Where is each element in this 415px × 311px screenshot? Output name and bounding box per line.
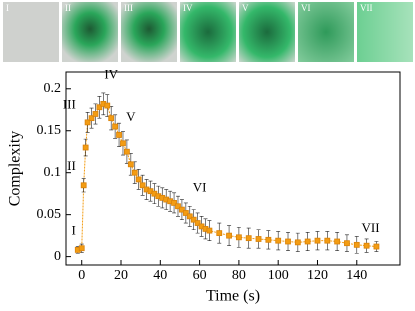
annotation: I [71, 222, 75, 237]
data-point [171, 200, 177, 206]
data-point [194, 220, 201, 226]
data-point [373, 243, 380, 250]
data-point [112, 123, 119, 130]
data-point [363, 242, 370, 249]
data-point [139, 182, 146, 189]
annotation: VI [193, 180, 207, 195]
annotation: II [67, 158, 76, 173]
photo-label: V [242, 3, 249, 13]
photo [62, 2, 118, 62]
photo [239, 2, 295, 62]
data-point [82, 144, 89, 151]
y-tick-label: 0.2 [44, 81, 62, 96]
annotation: IV [104, 66, 118, 81]
data-point [294, 239, 301, 246]
photo-label: III [124, 3, 133, 13]
annotation: VII [362, 220, 380, 235]
data-point [182, 210, 189, 216]
data-point [226, 232, 232, 239]
data-point [324, 237, 331, 244]
chart: 0 20 40 60 80 100 120 140 0 0.05 0.1 0.15 0.2 Time (s… [7, 66, 401, 305]
annotation: III [63, 97, 76, 112]
data-point [78, 245, 85, 252]
photo-label: VII [360, 3, 373, 13]
data-point [124, 148, 130, 155]
photo [3, 2, 59, 62]
data-point [216, 230, 223, 237]
x-tick-label: 120 [307, 268, 328, 283]
x-tick-label: 100 [268, 268, 289, 283]
x-tick-label: 20 [114, 268, 128, 283]
photo-label: IV [183, 3, 193, 13]
data-point [353, 241, 360, 248]
y-tick-label: 0.15 [37, 123, 62, 138]
photo-strip: I II III IV V VI VII [3, 2, 413, 62]
photo [298, 2, 354, 62]
photo-label: VI [301, 3, 311, 13]
data-point [80, 182, 87, 189]
y-axis-label: Complexity [7, 131, 24, 207]
data-point [96, 104, 103, 111]
x-tick-label: 40 [153, 268, 167, 283]
data-point [190, 216, 197, 223]
data-point [235, 234, 242, 241]
data-point [104, 102, 111, 109]
data-point [285, 238, 291, 245]
data-point [344, 240, 350, 247]
data-point [88, 115, 95, 122]
data-point [92, 111, 99, 117]
y-tick-label: 0.1 [44, 165, 62, 180]
data-point [304, 238, 311, 245]
data-point [245, 235, 252, 242]
data-point [206, 227, 213, 234]
x-tick-label: 140 [346, 268, 367, 283]
x-axis-label: Time (s) [206, 288, 260, 305]
photo [121, 2, 177, 62]
x-tick-label: 60 [193, 268, 207, 283]
data-point [116, 132, 122, 138]
data-point [175, 203, 181, 210]
annotation: V [126, 109, 136, 124]
data-point [127, 161, 134, 168]
data-point [135, 176, 142, 183]
data-point [265, 236, 272, 243]
data-point [120, 140, 126, 147]
y-tick-label: 0.05 [37, 207, 62, 222]
plot-frame [65, 71, 401, 266]
data-point [255, 236, 262, 242]
photo-label: I [6, 3, 9, 13]
data-point [131, 169, 138, 176]
photo-label: II [65, 3, 71, 13]
photo [180, 2, 236, 62]
photo [357, 2, 413, 62]
data-point [108, 115, 115, 122]
data-point [186, 213, 193, 220]
data-point [275, 237, 282, 244]
data-point [314, 237, 321, 244]
y-tick-label: 0 [54, 249, 61, 264]
x-tick-label: 0 [78, 268, 85, 283]
data-point [179, 206, 185, 213]
data-line [77, 103, 377, 251]
data-point [334, 238, 341, 245]
x-tick-label: 80 [232, 268, 246, 283]
data-point [84, 119, 91, 126]
